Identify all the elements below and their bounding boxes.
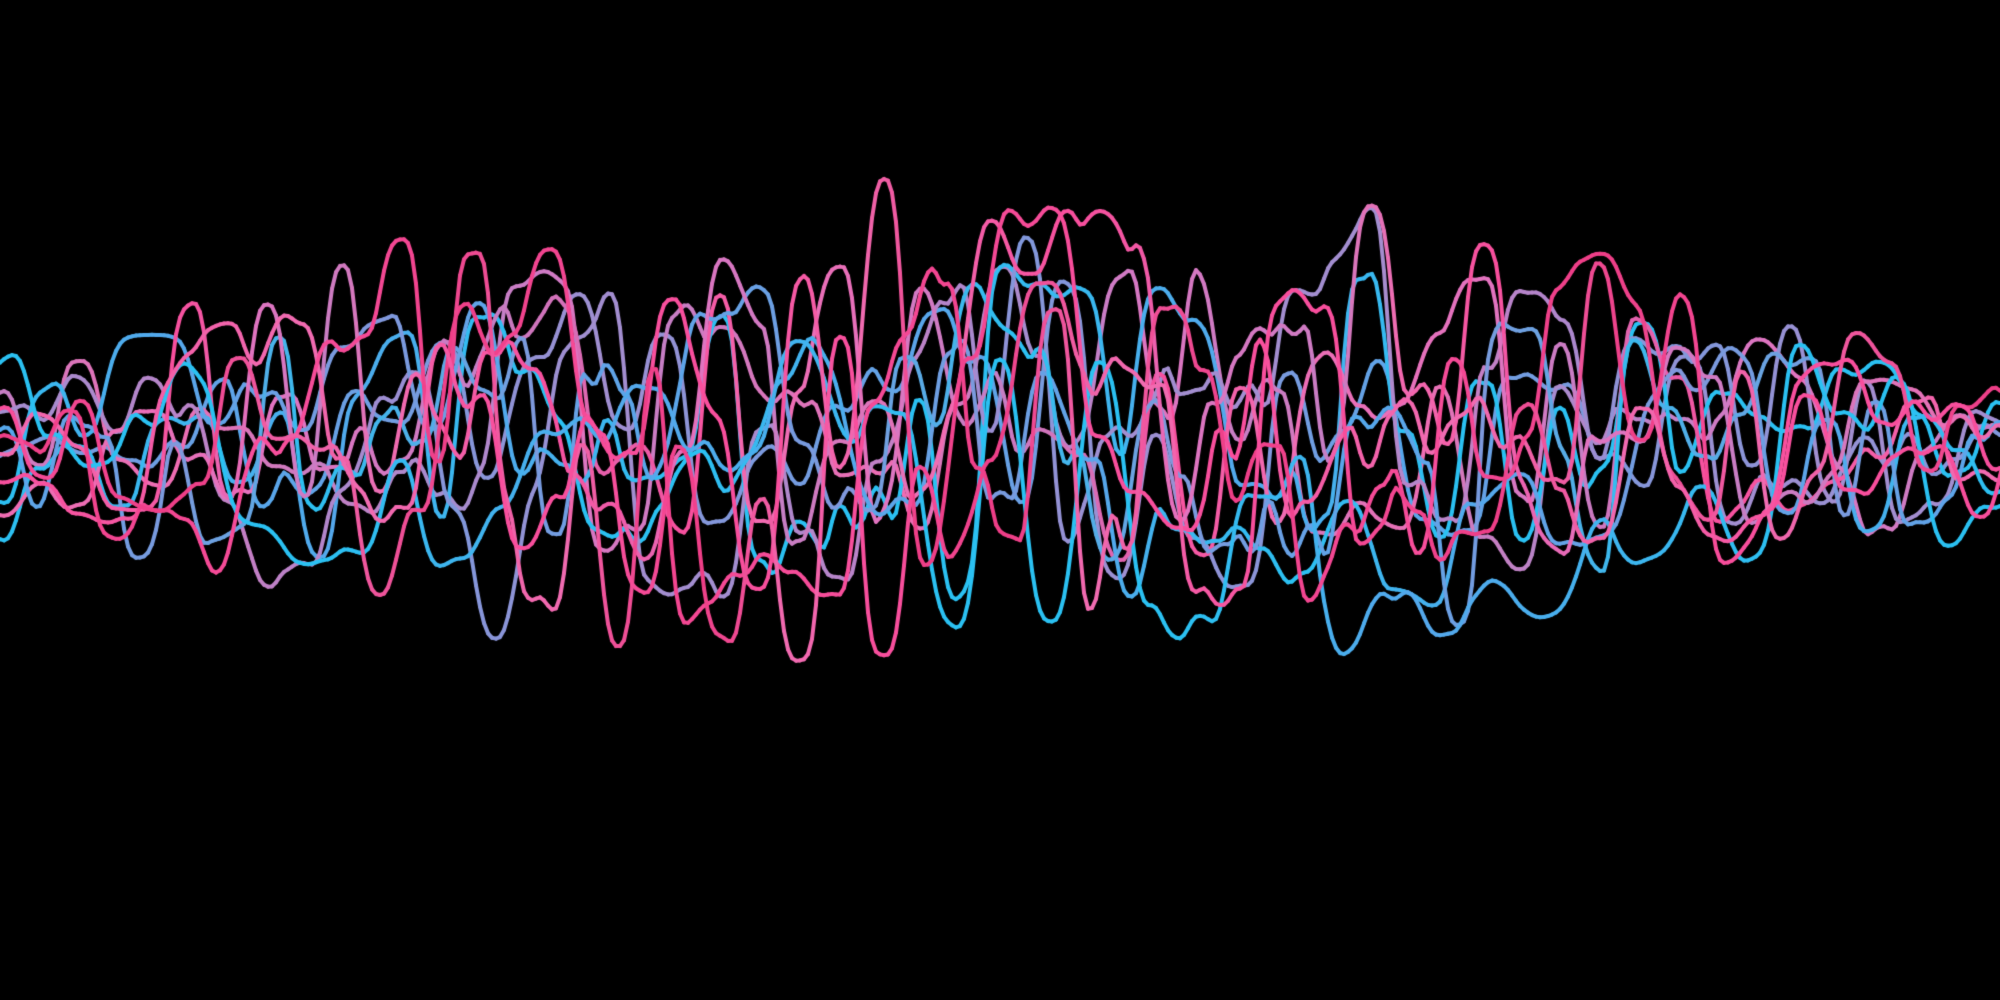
- waveform-artwork: [0, 0, 2000, 1000]
- waveform-canvas: [0, 0, 2000, 1000]
